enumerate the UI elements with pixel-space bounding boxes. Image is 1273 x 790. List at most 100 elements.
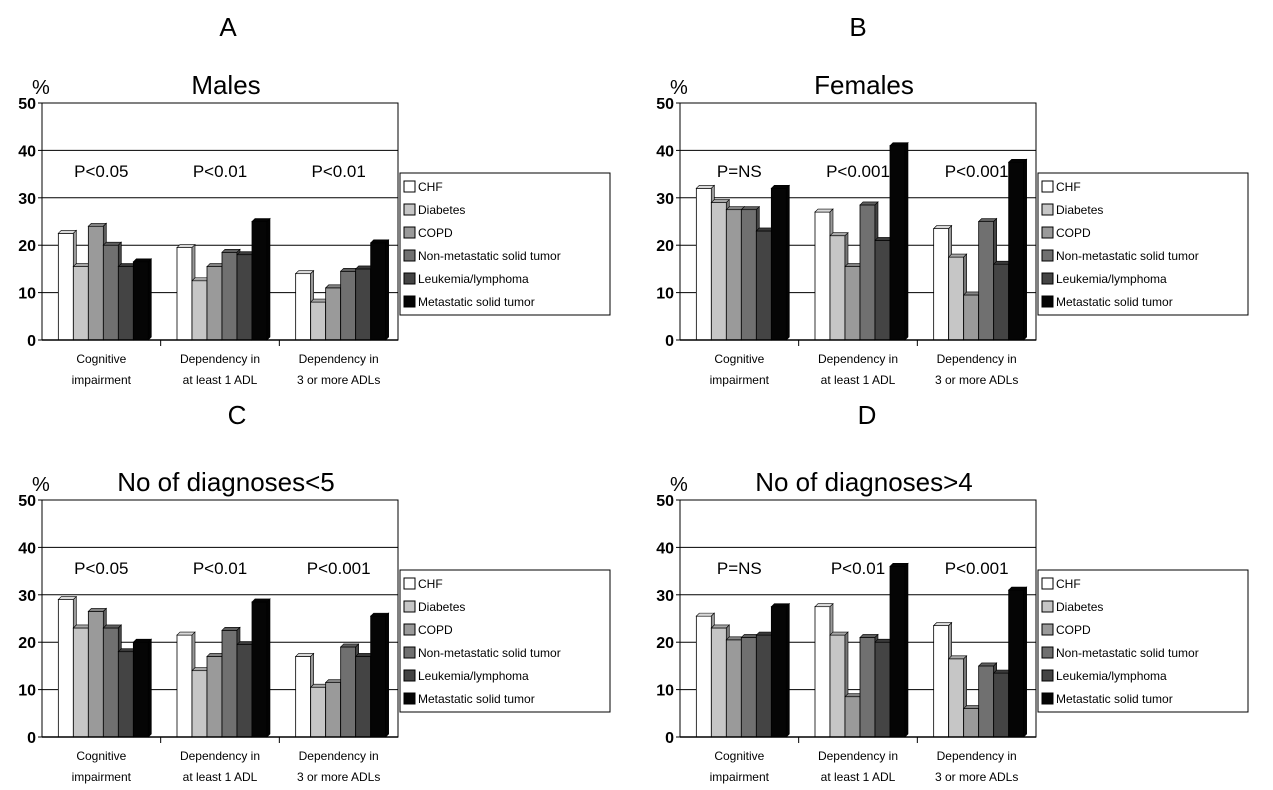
p-value-label: P<0.05: [74, 162, 128, 181]
legend-swatch: [1041, 600, 1054, 613]
bar-a-0-4: [117, 266, 134, 341]
legend-swatch: [1041, 272, 1054, 285]
p-value-label: P<0.05: [74, 559, 128, 578]
bar-d-0-1: [710, 627, 727, 738]
category-label: Dependency in: [818, 352, 898, 366]
y-tick-label: 30: [656, 588, 674, 605]
bar-c-1-5: [251, 601, 268, 738]
y-axis-label: %: [670, 474, 688, 496]
legend-entry: COPD: [1056, 226, 1091, 240]
bar-c-0-1: [72, 627, 89, 738]
y-tick-label: 40: [656, 540, 674, 557]
y-axis-label: %: [32, 474, 50, 496]
bar-a-0-1: [72, 266, 89, 341]
legend-swatch: [1041, 692, 1054, 705]
y-tick-label: 0: [665, 333, 674, 350]
bar-b-2-1: [948, 256, 965, 341]
chart-title: Males: [191, 70, 260, 100]
bar-a-1-0: [176, 247, 193, 341]
bar-c-0-2: [87, 610, 104, 738]
bar-side: [1023, 158, 1027, 341]
bar-d-2-3: [978, 665, 995, 738]
bar-b-1-3: [859, 204, 876, 341]
y-tick-label: 0: [27, 730, 36, 747]
y-tick-label: 30: [656, 191, 674, 208]
legend-entry: Leukemia/lymphoma: [1056, 272, 1167, 286]
legend-swatch: [1041, 646, 1054, 659]
y-tick-label: 10: [656, 683, 674, 700]
bar-a-0-5: [132, 261, 149, 341]
panel-letter: B: [849, 12, 866, 42]
bar-b-0-5: [770, 187, 787, 341]
p-value-label: P<0.01: [193, 162, 247, 181]
category-label: 3 or more ADLs: [297, 373, 380, 387]
category-label: 3 or more ADLs: [935, 373, 1018, 387]
bar-side: [385, 612, 389, 738]
bar-b-0-1: [710, 202, 727, 341]
y-tick-label: 20: [18, 238, 36, 255]
bar-c-2-5: [370, 615, 387, 738]
legend-swatch: [403, 577, 416, 590]
bar-c-2-0: [295, 656, 312, 738]
p-value-label: P<0.001: [826, 162, 890, 181]
category-label: at least 1 ADL: [183, 373, 258, 387]
legend-entry: Diabetes: [418, 600, 465, 614]
panel-letter: A: [219, 12, 237, 42]
bar-d-2-2: [963, 708, 980, 738]
legend-box: [399, 172, 611, 316]
legend-entry: Non-metastatic solid tumor: [418, 249, 561, 263]
bar-b-1-4: [874, 240, 891, 341]
legend-swatch: [403, 623, 416, 636]
bar-c-0-0: [57, 599, 74, 738]
bar-a-2-3: [340, 270, 357, 341]
bar-c-2-2: [325, 682, 342, 738]
bar-a-1-4: [236, 254, 253, 341]
legend-entry: Metastatic solid tumor: [418, 692, 535, 706]
category-label: Cognitive: [76, 352, 126, 366]
category-label: impairment: [710, 373, 770, 387]
category-label: impairment: [72, 373, 132, 387]
chart-title: No of diagnoses>4: [755, 467, 973, 497]
bar-b-0-4: [755, 230, 772, 341]
legend-swatch: [403, 226, 416, 239]
p-value-label: P<0.001: [307, 559, 371, 578]
legend-swatch: [403, 295, 416, 308]
legend-swatch: [403, 669, 416, 682]
y-tick-label: 20: [656, 635, 674, 652]
p-value-label: P=NS: [717, 559, 762, 578]
panel-letter: C: [228, 400, 247, 430]
legend-entry: COPD: [1056, 623, 1091, 637]
y-tick-label: 50: [18, 96, 36, 113]
bar-side: [266, 217, 271, 341]
bar-a-0-0: [57, 232, 74, 341]
y-tick-label: 0: [665, 730, 674, 747]
legend-swatch: [1041, 669, 1054, 682]
legend-entry: CHF: [418, 180, 443, 194]
bar-c-0-3: [102, 627, 119, 738]
category-label: impairment: [710, 770, 770, 784]
legend-swatch: [1041, 226, 1054, 239]
category-label: Dependency in: [818, 749, 898, 763]
bar-b-0-3: [740, 209, 757, 341]
category-label: Dependency in: [299, 352, 379, 366]
category-label: at least 1 ADL: [821, 373, 896, 387]
legend-entry: CHF: [418, 577, 443, 591]
legend-swatch: [403, 272, 416, 285]
bar-c-2-1: [310, 686, 327, 738]
legend-swatch: [403, 646, 416, 659]
y-tick-label: 30: [18, 588, 36, 605]
category-label: at least 1 ADL: [183, 770, 258, 784]
y-tick-label: 40: [656, 143, 674, 160]
category-label: at least 1 ADL: [821, 770, 896, 784]
legend-entry: Metastatic solid tumor: [1056, 295, 1173, 309]
bar-d-0-3: [740, 637, 757, 738]
y-tick-label: 50: [18, 493, 36, 510]
legend-entry: Non-metastatic solid tumor: [418, 646, 561, 660]
bar-side: [1023, 586, 1027, 738]
p-value-label: P=NS: [717, 162, 762, 181]
category-label: Cognitive: [76, 749, 126, 763]
bar-side: [148, 638, 152, 738]
category-label: Dependency in: [937, 749, 1017, 763]
bar-d-0-4: [755, 634, 772, 738]
bar-d-1-4: [874, 641, 891, 738]
